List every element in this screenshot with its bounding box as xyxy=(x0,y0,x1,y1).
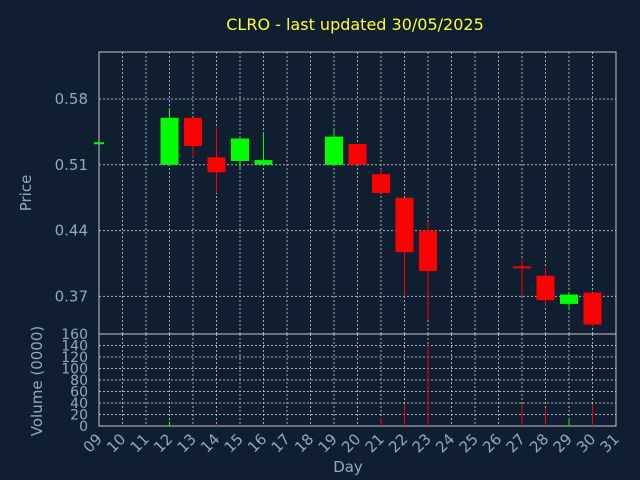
day-tick-label: 23 xyxy=(409,430,435,456)
day-tick-label: 18 xyxy=(291,430,317,456)
candle-body xyxy=(348,144,367,165)
volume-tick-label: 20 xyxy=(70,408,88,424)
candle xyxy=(254,131,273,165)
day-tick-label: 29 xyxy=(550,430,576,456)
candle xyxy=(419,221,437,320)
chart-title: CLRO - last updated 30/05/2025 xyxy=(226,15,484,34)
price-axis-label: Price xyxy=(17,175,35,212)
volume-tick-label: 100 xyxy=(61,362,88,378)
candle xyxy=(325,129,343,165)
price-tick-label: 0.37 xyxy=(55,287,88,305)
candle-body xyxy=(94,142,104,145)
volume-tick-label: 60 xyxy=(70,385,88,401)
day-tick-label: 22 xyxy=(385,430,411,456)
day-tick-label: 10 xyxy=(103,430,129,456)
candle xyxy=(372,169,390,193)
day-tick-label: 25 xyxy=(456,430,482,456)
candle xyxy=(536,268,555,306)
day-tick-label: 11 xyxy=(127,430,153,456)
candle-body xyxy=(419,230,437,272)
price-axis-ticks: 0.37 0.44 0.51 0.58 xyxy=(55,90,88,305)
price-tick-label: 0.51 xyxy=(55,156,88,174)
day-tick-label: 12 xyxy=(150,430,176,456)
candle-body xyxy=(184,117,202,146)
day-tick-label: 15 xyxy=(221,430,247,456)
day-tick-label: 19 xyxy=(315,430,341,456)
price-tick-label: 0.58 xyxy=(55,90,88,108)
candlestick-series xyxy=(94,108,602,327)
candle-body xyxy=(395,197,414,253)
day-tick-label: 28 xyxy=(526,430,552,456)
volume-panel-frame xyxy=(98,333,617,427)
volume-tick-label: 160 xyxy=(61,327,88,343)
candle xyxy=(348,144,367,165)
candle xyxy=(513,258,531,297)
day-tick-label: 13 xyxy=(174,430,200,456)
volume-axis-label: Volume (0000) xyxy=(28,326,46,436)
candle xyxy=(207,127,226,193)
candle-body xyxy=(231,138,249,162)
candle xyxy=(395,197,414,297)
candle-body xyxy=(513,266,531,269)
day-tick-label: 17 xyxy=(268,430,294,456)
candle-body xyxy=(583,292,602,325)
day-tick-label: 16 xyxy=(244,430,270,456)
day-axis-ticks: 0910111213141516171819202122232425262728… xyxy=(80,430,623,456)
candle xyxy=(231,136,249,170)
volume-tick-label: 40 xyxy=(70,396,88,412)
volume-tick-label: 80 xyxy=(70,373,88,389)
candle-body xyxy=(372,174,390,193)
day-tick-label: 21 xyxy=(362,430,388,456)
day-tick-label: 27 xyxy=(503,430,529,456)
volume-grid xyxy=(98,334,617,426)
day-tick-label: 24 xyxy=(432,430,458,456)
price-tick-label: 0.44 xyxy=(55,222,88,240)
candle xyxy=(184,117,202,158)
candle xyxy=(160,108,179,165)
candle-body xyxy=(160,117,179,165)
candle xyxy=(560,292,578,310)
volume-series xyxy=(169,343,593,426)
candle-body xyxy=(536,275,555,301)
day-tick-label: 30 xyxy=(573,430,599,456)
candle-body xyxy=(560,294,578,304)
day-tick-label: 26 xyxy=(479,430,505,456)
candle-body xyxy=(207,157,226,173)
volume-tick-label: 140 xyxy=(61,339,88,355)
day-tick-label: 14 xyxy=(197,430,223,456)
candle-body xyxy=(325,136,343,165)
volume-tick-label: 120 xyxy=(61,350,88,366)
candle xyxy=(583,292,602,327)
candle-body xyxy=(254,160,273,165)
volume-tick-label: 0 xyxy=(79,419,88,435)
day-tick-label: 31 xyxy=(597,430,623,456)
day-tick-label: 20 xyxy=(338,430,364,456)
candle xyxy=(94,142,104,145)
day-axis-label: Day xyxy=(333,458,363,476)
